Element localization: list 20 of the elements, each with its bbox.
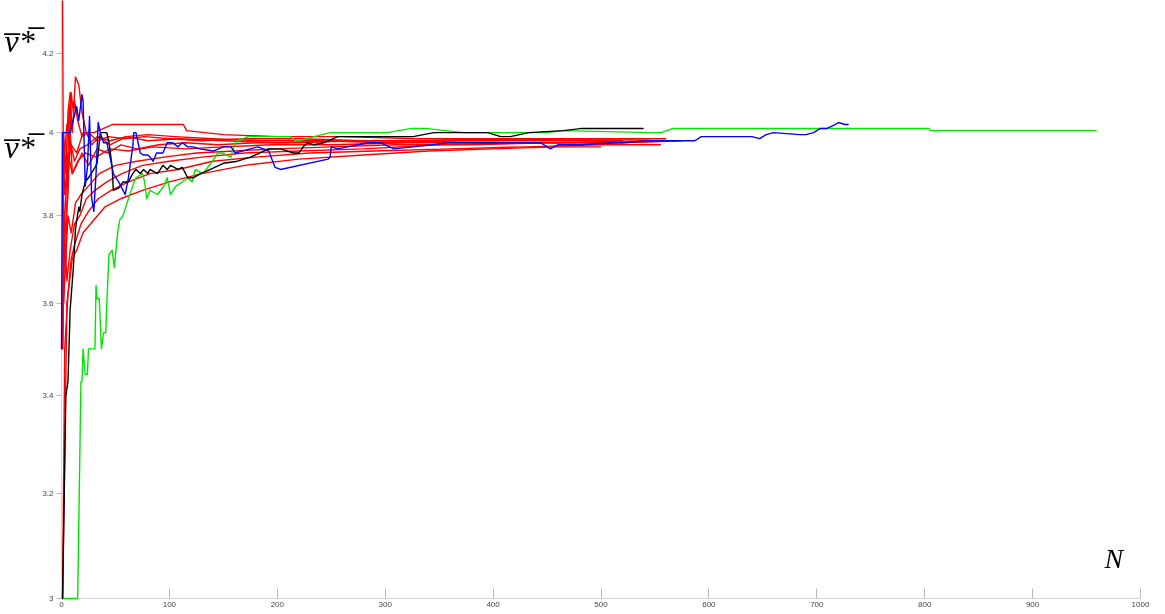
- y-tick-label: 3.8: [42, 211, 55, 221]
- y-tick-label: 4.2: [42, 49, 55, 59]
- y-tick-label: 3.2: [42, 489, 55, 499]
- x-tick-label: 0: [59, 599, 65, 609]
- x-tick-label: 500: [594, 599, 609, 609]
- x-axis-title: N: [1103, 543, 1125, 574]
- x-tick-label: 100: [162, 599, 177, 609]
- x-tick-label: 900: [1025, 599, 1040, 609]
- x-tick-label: 700: [810, 599, 825, 609]
- text: v̅*̅: [3, 128, 45, 165]
- y-tick-label: 3: [49, 594, 55, 603]
- x-tick-label: 800: [918, 599, 932, 609]
- y-tick-label: 4: [49, 128, 55, 138]
- x-tick-label: 300: [378, 599, 393, 609]
- x-tick-label: 1000: [1131, 599, 1150, 609]
- x-tick-label: 400: [486, 599, 501, 609]
- y-tick-label: 3.4: [42, 391, 55, 401]
- x-tick-label: 200: [270, 599, 285, 609]
- y-tick-label: 3.6: [42, 298, 55, 308]
- x-tick-label: 600: [702, 599, 717, 609]
